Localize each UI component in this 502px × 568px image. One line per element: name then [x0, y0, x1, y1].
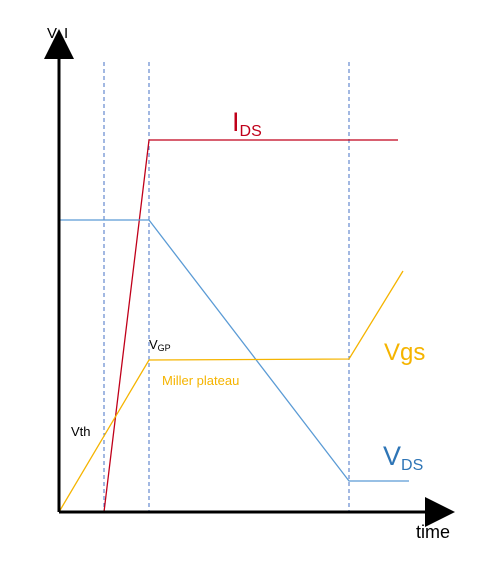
y-axis-label: V, I	[47, 25, 68, 42]
miller-plateau-label: Miller plateau	[162, 373, 239, 388]
x-axis-label: time	[416, 522, 450, 542]
vds-label: VDS	[383, 441, 423, 474]
vgp-annotation: VGP	[149, 337, 171, 353]
vds-curve	[59, 219, 409, 482]
vgs-curve	[58, 270, 404, 513]
ids-label: IDS	[232, 107, 262, 140]
vth-label: Vth	[71, 424, 91, 439]
vgs-label: Vgs	[384, 339, 425, 366]
ids-curve	[103, 139, 398, 513]
